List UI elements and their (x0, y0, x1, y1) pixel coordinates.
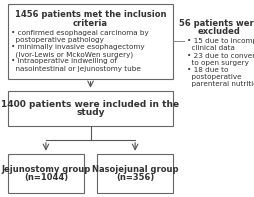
Text: 1456 patients met the inclusion: 1456 patients met the inclusion (15, 10, 166, 20)
Bar (8, 4, 173, 79)
Text: excluded: excluded (197, 27, 240, 36)
Bar (8, 91, 173, 126)
Text: study: study (76, 108, 104, 117)
Text: 56 patients were: 56 patients were (178, 19, 254, 28)
Text: clinical data: clinical data (186, 46, 234, 51)
Text: • 15 due to incomplete: • 15 due to incomplete (186, 38, 254, 44)
Bar (8, 154, 84, 193)
Text: (n=356): (n=356) (116, 173, 154, 182)
Text: criteria: criteria (73, 19, 108, 28)
Text: parenteral nutrition: parenteral nutrition (186, 81, 254, 87)
Text: • intraoperative indwelling of: • intraoperative indwelling of (11, 59, 116, 64)
Text: postoperative: postoperative (186, 74, 240, 80)
Text: Jejunostomy group: Jejunostomy group (1, 165, 90, 174)
Bar (97, 154, 173, 193)
Text: to open surgery: to open surgery (186, 60, 248, 66)
Text: nasointestinal or jejunostomy tube: nasointestinal or jejunostomy tube (11, 66, 140, 72)
Text: • minimally invasive esophagectomy: • minimally invasive esophagectomy (11, 44, 144, 50)
Text: (n=1044): (n=1044) (24, 173, 68, 182)
Text: postoperative pathology: postoperative pathology (11, 37, 103, 43)
Text: • confirmed esophageal carcinoma by: • confirmed esophageal carcinoma by (11, 30, 148, 36)
Text: • 23 due to conversion: • 23 due to conversion (186, 53, 254, 59)
Text: • 18 due to: • 18 due to (186, 67, 227, 73)
Text: Nasojejunal group: Nasojejunal group (91, 165, 178, 174)
Text: 1400 patients were included in the: 1400 patients were included in the (2, 100, 179, 109)
Text: (Ivor-Lewis or MckoWen surgery): (Ivor-Lewis or MckoWen surgery) (11, 51, 132, 58)
